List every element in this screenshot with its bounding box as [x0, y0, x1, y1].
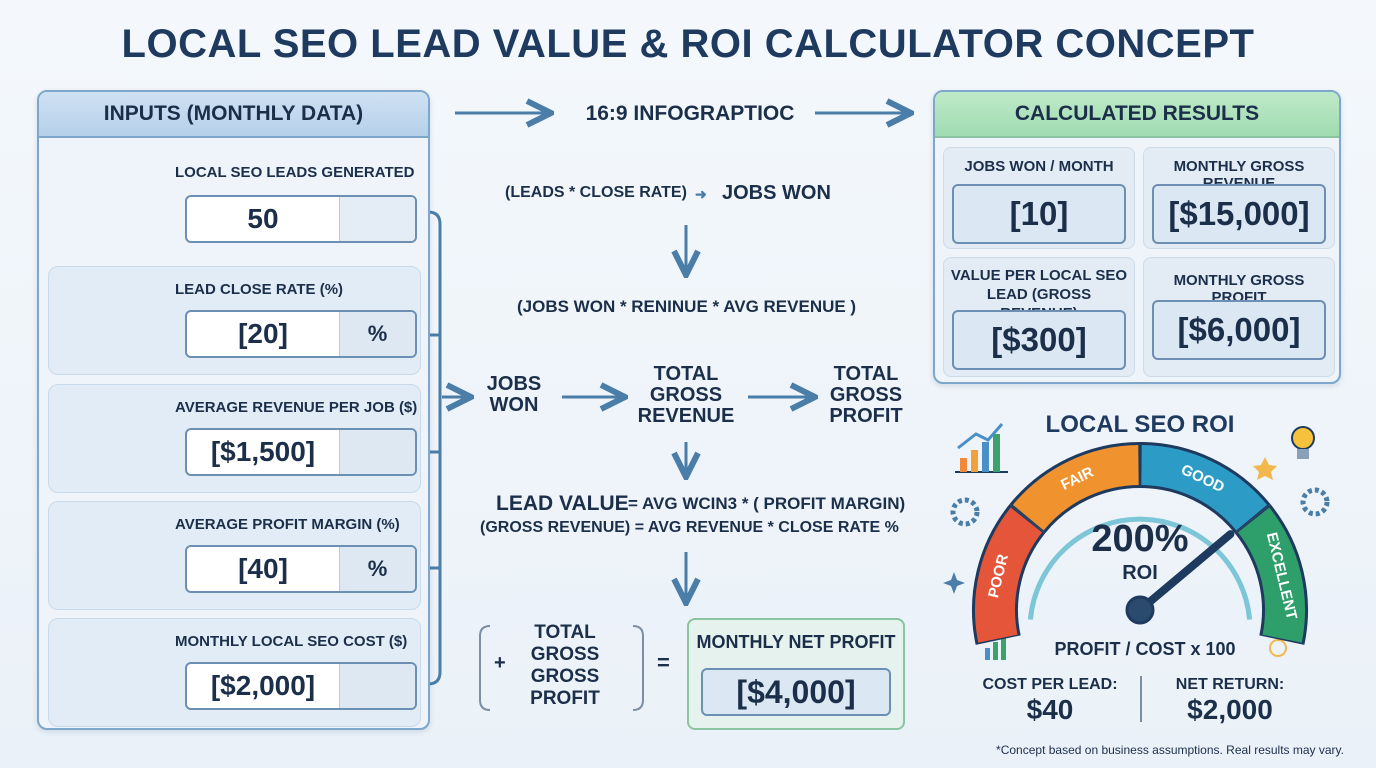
input-box: [$1,500] — [185, 428, 417, 476]
gauge-pivot — [1125, 595, 1155, 625]
input-value: [40] — [238, 553, 288, 584]
input-card: LOCAL SEO LEADS GENERATED 50 — [48, 149, 421, 258]
input-value: [$1,500] — [210, 436, 316, 467]
input-value: [20] — [238, 318, 288, 349]
footnote: *Concept based on business assumptions. … — [996, 743, 1344, 757]
roi-value-label: ROI — [1122, 562, 1158, 584]
input-value: [$2,000] — [210, 670, 316, 701]
results-header: CALCULATED RESULTS — [935, 92, 1339, 138]
result-cell: MONTHLY GROSS PROFIT [$6,000] — [1143, 257, 1335, 377]
input-box: [$2,000] — [185, 662, 417, 710]
flow-node: JOBS WON — [486, 373, 542, 416]
input-unit: % — [339, 312, 415, 356]
input-unit-area — [339, 430, 415, 474]
input-label: LEAD CLOSE RATE (%) — [175, 281, 344, 298]
flow-arrows — [442, 113, 908, 600]
net-profit-value: [$4,000] — [701, 668, 891, 716]
roi-title: LOCAL SEO ROI — [1046, 411, 1235, 438]
flow-node: TOTAL GROSS REVENUE — [637, 363, 735, 427]
input-label: AVERAGE REVENUE PER JOB ($) — [175, 399, 418, 416]
input-unit: % — [339, 547, 415, 591]
input-card: AVERAGE REVENUE PER JOB ($) [$1,500] — [48, 384, 421, 493]
input-card: AVERAGE PROFIT MARGIN (%) [40] % — [48, 501, 421, 610]
roi-decor — [943, 423, 1330, 660]
input-label: AVERAGE PROFIT MARGIN (%) — [175, 516, 400, 533]
net-return-value: $2,000 — [1187, 694, 1273, 725]
gauge-inner-arc — [1027, 516, 1253, 620]
formula: (LEADS * CLOSE RATE) — [505, 184, 687, 201]
result-cell: JOBS WON / MONTH [10] — [943, 147, 1135, 249]
page-title: LOCAL SEO LEAD VALUE & ROI CALCULATOR CO… — [121, 22, 1255, 66]
net-return-label: NET RETURN: — [1175, 676, 1285, 693]
net-profit-label: MONTHLY NET PROFIT — [696, 632, 896, 652]
roi-value: 200% — [1091, 518, 1189, 560]
bracket-text: TOTAL GROSS GROSS PROFIT — [530, 622, 600, 709]
flow-node: TOTAL GROSS PROFIT — [829, 363, 903, 427]
brackets — [479, 625, 1142, 722]
input-box: [20] % — [185, 310, 417, 358]
cost-per-lead-label: COST PER LEAD: — [982, 676, 1118, 693]
flow-header: 16:9 INFOGRAPTIOC — [585, 102, 795, 125]
gauge-segment — [975, 507, 1043, 643]
result-value: [$6,000] — [1152, 300, 1326, 360]
input-box: [40] % — [185, 545, 417, 593]
cost-per-lead-value: $40 — [1026, 694, 1074, 725]
inputs-header: INPUTS (MONTHLY DATA) — [39, 92, 428, 138]
input-value: 50 — [247, 203, 279, 234]
input-unit-area — [339, 664, 415, 708]
lead-value-formula: = AVG WCIN3 * ( PROFIT MARGIN) — [628, 494, 906, 513]
result-cell: MONTHLY GROSS REVENUE [$15,000] — [1143, 147, 1335, 249]
gauge-needle — [1136, 530, 1235, 614]
lead-value-label: LEAD VALUE — [496, 492, 629, 515]
gauge-segment — [1012, 445, 1140, 531]
result-value: [10] — [952, 184, 1126, 244]
gauge-segment — [1140, 445, 1268, 531]
equals-sign: = — [657, 650, 670, 675]
input-label: MONTHLY LOCAL SEO COST ($) — [175, 633, 408, 650]
input-card: MONTHLY LOCAL SEO COST ($) [$2,000] — [48, 618, 421, 727]
results-panel: CALCULATED RESULTS JOBS WON / MONTH [10]… — [933, 90, 1341, 384]
net-profit-box: MONTHLY NET PROFIT [$4,000] — [687, 618, 905, 730]
formula-result: JOBS WON — [722, 182, 831, 204]
result-value: [$15,000] — [1152, 184, 1326, 244]
input-card: LEAD CLOSE RATE (%) [20] % — [48, 266, 421, 375]
result-label: JOBS WON / MONTH — [964, 158, 1114, 175]
gross-revenue-formula: (GROSS REVENUE) = AVG REVENUE * CLOSE RA… — [480, 519, 899, 536]
roi-formula: PROFIT / COST x 100 — [1054, 639, 1236, 659]
formula: (JOBS WON * RENINUE * AVG REVENUE ) — [517, 297, 857, 316]
result-value: [$300] — [952, 310, 1126, 370]
input-box: 50 — [185, 195, 417, 243]
result-cell: VALUE PER LOCAL SEO LEAD (GROSS REVENUE)… — [943, 257, 1135, 377]
input-unit-area — [339, 197, 415, 241]
input-label: LOCAL SEO LEADS GENERATED — [175, 164, 415, 181]
plus-sign: + — [494, 652, 506, 674]
gauge-segment — [1237, 507, 1305, 643]
inputs-panel: INPUTS (MONTHLY DATA) LOCAL SEO LEADS GE… — [37, 90, 430, 730]
formula-arrow: ➜ — [695, 186, 707, 202]
